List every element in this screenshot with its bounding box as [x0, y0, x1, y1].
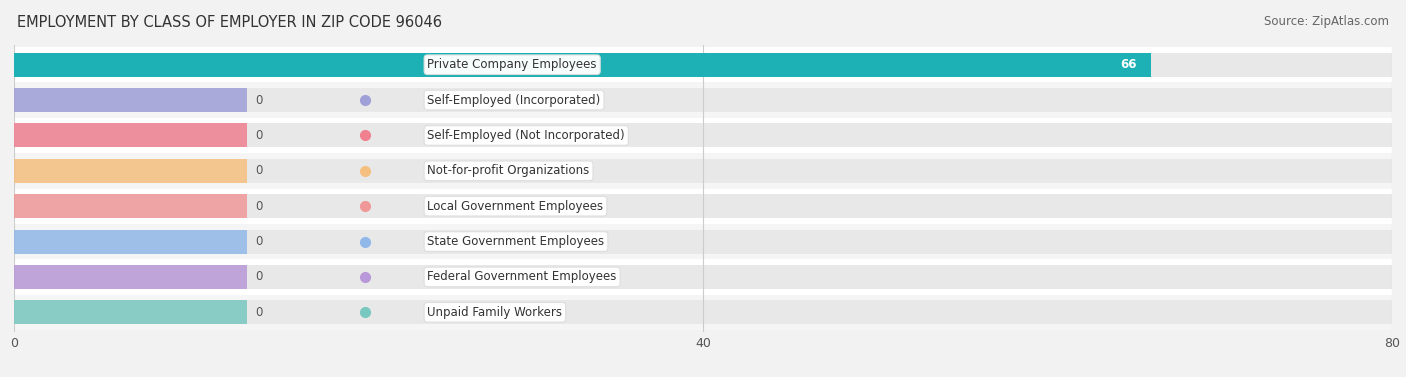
Text: State Government Employees: State Government Employees — [427, 235, 605, 248]
Bar — [14, 153, 1392, 188]
Bar — [14, 259, 1392, 294]
Text: 0: 0 — [256, 200, 263, 213]
Bar — [14, 230, 1392, 254]
Text: EMPLOYMENT BY CLASS OF EMPLOYER IN ZIP CODE 96046: EMPLOYMENT BY CLASS OF EMPLOYER IN ZIP C… — [17, 15, 441, 30]
Bar — [14, 53, 1152, 77]
Text: Federal Government Employees: Federal Government Employees — [427, 270, 617, 284]
Text: 0: 0 — [256, 164, 263, 177]
Text: Source: ZipAtlas.com: Source: ZipAtlas.com — [1264, 15, 1389, 28]
Bar — [14, 294, 1392, 330]
Bar — [14, 265, 246, 289]
Text: Self-Employed (Not Incorporated): Self-Employed (Not Incorporated) — [427, 129, 626, 142]
Text: 66: 66 — [1121, 58, 1137, 71]
Text: Self-Employed (Incorporated): Self-Employed (Incorporated) — [427, 93, 600, 107]
Bar — [14, 88, 1392, 112]
Bar — [14, 123, 246, 147]
Bar — [14, 159, 1392, 183]
Bar — [14, 118, 1392, 153]
Bar — [14, 300, 1392, 324]
Bar — [14, 53, 1392, 77]
Text: Not-for-profit Organizations: Not-for-profit Organizations — [427, 164, 589, 177]
Bar — [14, 230, 246, 254]
Text: 0: 0 — [256, 306, 263, 319]
Text: 0: 0 — [256, 93, 263, 107]
Bar — [14, 159, 246, 183]
Text: 0: 0 — [256, 235, 263, 248]
Bar — [14, 123, 1392, 147]
Text: Private Company Employees: Private Company Employees — [427, 58, 598, 71]
Bar — [14, 188, 1392, 224]
Bar — [14, 194, 246, 218]
Bar — [14, 88, 246, 112]
Text: 0: 0 — [256, 270, 263, 284]
Text: Unpaid Family Workers: Unpaid Family Workers — [427, 306, 562, 319]
Text: 0: 0 — [256, 129, 263, 142]
Bar — [14, 83, 1392, 118]
Bar — [14, 47, 1392, 83]
Bar — [14, 265, 1392, 289]
Bar — [14, 224, 1392, 259]
Bar — [14, 300, 246, 324]
Bar — [14, 194, 1392, 218]
Text: Local Government Employees: Local Government Employees — [427, 200, 603, 213]
